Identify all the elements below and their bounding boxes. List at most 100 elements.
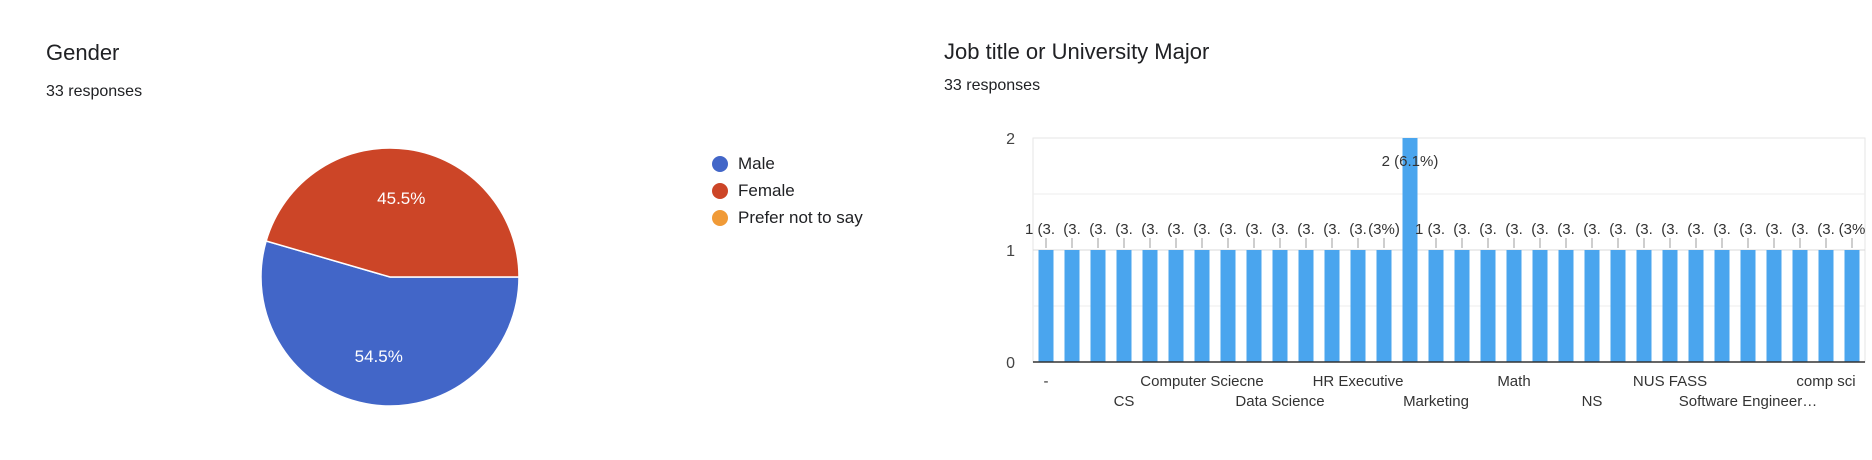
x-tick-label: Software Engineer… [1679,393,1817,410]
x-tick-label: Data Science [1235,393,1324,410]
x-tick-label: Computer Sciecne [1140,373,1263,390]
pie-slice-male[interactable] [260,240,520,407]
bar[interactable] [1064,250,1080,362]
bar-data-label: (3. [1219,221,1237,238]
bar-data-label: (3. [1791,221,1809,238]
bar-data-label: (3. [1323,221,1341,238]
x-tick-label: NUS FASS [1633,373,1707,390]
bar-data-label: (3. [1453,221,1471,238]
bar-data-label: (3. [1115,221,1133,238]
bar[interactable] [1506,250,1522,362]
gender-pie-chart: 54.5% 45.5% [260,147,520,407]
x-tick-label: HR Executive [1313,373,1404,390]
x-tick-label: Math [1497,373,1530,390]
bar[interactable] [1324,250,1340,362]
bar-data-label: (3. [1583,221,1601,238]
bar[interactable] [1194,250,1210,362]
bar-data-label: (3. [1713,221,1731,238]
gender-legend: Male Female Prefer not to say [712,150,863,231]
y-tick-label: 2 [1006,131,1015,148]
x-tick-label: Marketing [1403,393,1469,410]
pie-slice-label: 45.5% [377,189,425,208]
bar-data-label: (3. [1609,221,1627,238]
legend-item-prefer-not-to-say[interactable]: Prefer not to say [712,204,863,231]
job-chart-title: Job title or University Major [944,39,1210,64]
pie-slice-female[interactable] [265,147,520,278]
bar[interactable] [1636,250,1652,362]
bar[interactable] [1714,250,1730,362]
bar-data-label: (3. [1245,221,1263,238]
bar[interactable] [1844,250,1860,362]
bar-data-label: (3. [1479,221,1497,238]
gender-response-count: 33 responses [46,83,143,100]
bar[interactable] [1610,250,1626,362]
bar[interactable] [1090,250,1106,362]
bar[interactable] [1246,250,1262,362]
bar-data-label: (3. [1531,221,1549,238]
legend-item-male[interactable]: Male [712,150,863,177]
bar-data-label: (3%) [1368,221,1400,238]
gender-chart-title: Gender [46,40,120,65]
x-tick-label: NS [1582,393,1603,410]
y-tick-label: 1 [1006,243,1015,260]
bar-data-label: (3. [1063,221,1081,238]
job-response-count: 33 responses [944,77,1041,94]
bar-data-label: (3. [1167,221,1185,238]
bar-data-label: 1 (3. [1415,221,1445,238]
bar[interactable] [1142,250,1158,362]
bar[interactable] [1792,250,1808,362]
bar-data-label: (3. [1765,221,1783,238]
bar-data-label: (3. [1661,221,1679,238]
bar[interactable] [1584,250,1600,362]
legend-label: Female [738,180,795,200]
gender-chart-card: Gender 33 responses 54.5% 45.5% Male Femal… [0,0,930,460]
job-chart-card: Job title or University Major 33 respons… [930,0,1872,460]
bar-data-label: 2 (6.1%) [1382,153,1439,170]
bar[interactable] [1740,250,1756,362]
bar-data-label: (3% [1839,221,1866,238]
bar[interactable] [1298,250,1314,362]
bar-data-label: (3. [1349,221,1367,238]
bar-data-label: (3. [1089,221,1107,238]
x-tick-label: comp sci [1796,373,1855,390]
bar[interactable] [1480,250,1496,362]
bar[interactable] [1766,250,1782,362]
bar[interactable] [1558,250,1574,362]
bar-data-label: 1 (3. [1025,221,1055,238]
x-tick-label: CS [1114,393,1135,410]
y-tick-label: 0 [1006,355,1015,372]
bar[interactable] [1402,138,1418,362]
bar-data-label: (3. [1635,221,1653,238]
bar[interactable] [1376,250,1392,362]
bar[interactable] [1116,250,1132,362]
bar-data-label: (3. [1739,221,1757,238]
bar[interactable] [1532,250,1548,362]
bar[interactable] [1350,250,1366,362]
bar[interactable] [1662,250,1678,362]
bar-data-label: (3. [1687,221,1705,238]
legend-swatch [712,155,728,172]
bar[interactable] [1220,250,1236,362]
legend-item-female[interactable]: Female [712,177,863,204]
bar[interactable] [1272,250,1288,362]
bar[interactable] [1428,250,1444,362]
pie-slice-label: 54.5% [355,347,403,366]
legend-label: Prefer not to say [738,207,863,227]
x-tick-label: - [1044,373,1049,390]
bar[interactable] [1454,250,1470,362]
bar-data-label: (3. [1193,221,1211,238]
bar[interactable] [1038,250,1054,362]
legend-label: Male [738,153,775,173]
bar-data-label: (3. [1505,221,1523,238]
bar[interactable] [1688,250,1704,362]
bar-data-label: (3. [1271,221,1289,238]
bar-data-label: (3. [1297,221,1315,238]
bar[interactable] [1168,250,1184,362]
bar-data-label: (3. [1817,221,1835,238]
bar[interactable] [1818,250,1834,362]
legend-swatch [712,209,728,226]
legend-swatch [712,182,728,199]
y-gridlines [1032,137,1866,363]
bar-data-label: (3. [1141,221,1159,238]
